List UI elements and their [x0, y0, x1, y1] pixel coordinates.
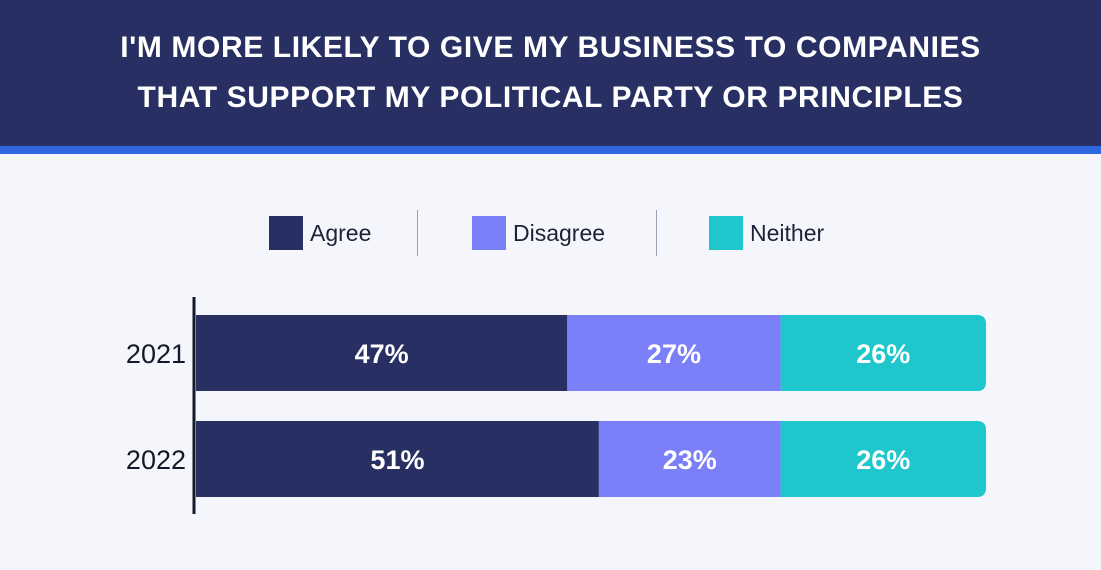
- legend-separator: [417, 210, 418, 256]
- legend-swatch-neither: [709, 216, 743, 250]
- chart-legend: Agree Disagree Neither: [0, 210, 1101, 256]
- data-label-neither-2022: 26%: [856, 445, 910, 475]
- bar-segment-agree-2022: [196, 421, 599, 497]
- legend-label-agree: Agree: [310, 219, 372, 246]
- data-label-neither-2021: 26%: [856, 339, 910, 369]
- bar-segment-agree-2021: [196, 315, 568, 391]
- legend-swatch-disagree: [472, 216, 506, 250]
- data-label-disagree-2021: 27%: [647, 339, 701, 369]
- category-label-2022: 2022: [126, 445, 186, 475]
- bar-row-2021: [196, 315, 986, 391]
- legend-label-neither: Neither: [750, 219, 825, 246]
- header-accent-rule: [0, 146, 1101, 154]
- legend-separator: [656, 210, 657, 256]
- category-label-2021: 2021: [126, 339, 186, 369]
- legend-item-agree: Agree: [269, 216, 371, 250]
- data-label-disagree-2022: 23%: [663, 445, 717, 475]
- legend-label-disagree: Disagree: [513, 219, 606, 246]
- legend-item-disagree: Disagree: [472, 216, 605, 250]
- bar-segment-neither-2022: [780, 421, 986, 497]
- bar-segment-disagree-2021: [567, 315, 781, 391]
- bar-segment-disagree-2022: [598, 421, 781, 497]
- data-label-agree-2022: 51%: [370, 445, 424, 475]
- chart-title-line-1: I'M MORE LIKELY TO GIVE MY BUSINESS TO C…: [120, 31, 981, 64]
- data-label-agree-2021: 47%: [355, 339, 409, 369]
- bar-segment-neither-2021: [780, 315, 986, 391]
- chart-title-line-2: THAT SUPPORT MY POLITICAL PARTY OR PRINC…: [137, 81, 964, 114]
- chart-header: I'M MORE LIKELY TO GIVE MY BUSINESS TO C…: [0, 0, 1101, 146]
- legend-item-neither: Neither: [709, 216, 824, 250]
- bar-row-2022: [196, 421, 986, 497]
- legend-swatch-agree: [269, 216, 303, 250]
